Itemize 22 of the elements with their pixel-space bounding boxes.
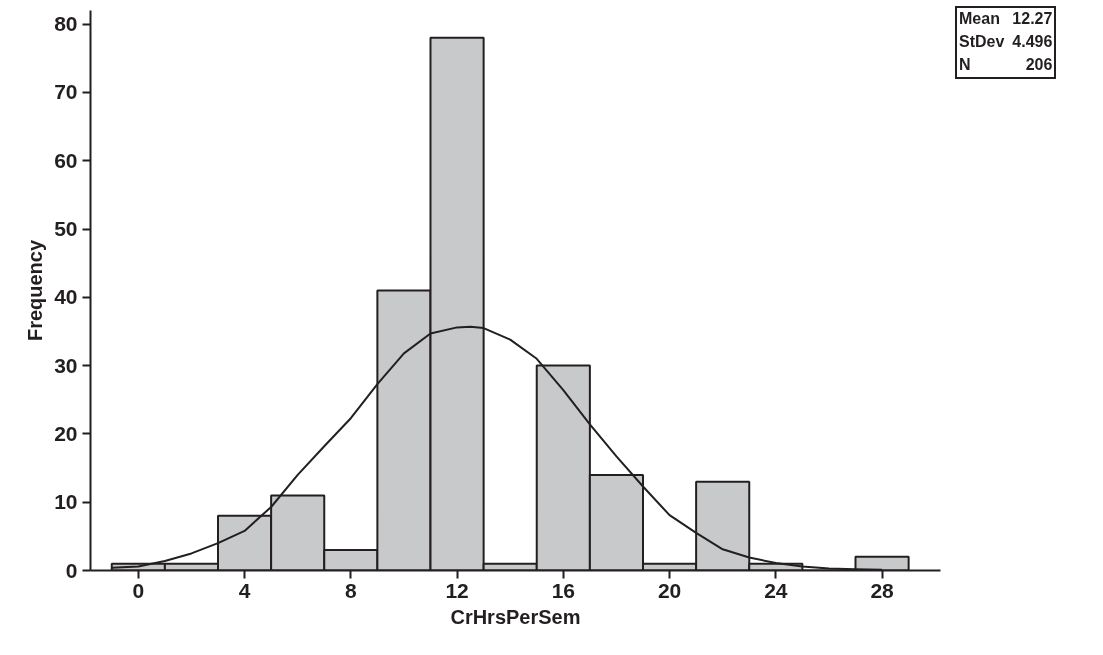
y-tick-label: 20 bbox=[54, 421, 78, 445]
text: N 206 bbox=[959, 55, 1053, 73]
y-tick-label: 10 bbox=[54, 490, 78, 514]
text: Mean 12.27 bbox=[958, 9, 1054, 29]
y-axis-title: Frequency bbox=[24, 239, 47, 342]
x-tick-label: 24 bbox=[764, 578, 788, 602]
y-tick-label: 0 bbox=[65, 558, 78, 582]
x-tick-label: 8 bbox=[344, 578, 357, 602]
y-tick-label: 30 bbox=[54, 353, 78, 377]
y-tick-label: 70 bbox=[54, 80, 78, 104]
x-tick-label: 28 bbox=[870, 578, 895, 602]
x-tick-label: 0 bbox=[132, 578, 145, 602]
y-tick-label: 80 bbox=[54, 12, 78, 36]
y-tick-label: 40 bbox=[54, 285, 78, 309]
y-tick-label: 60 bbox=[54, 148, 78, 172]
x-tick-label: 20 bbox=[657, 578, 682, 602]
x-axis-title: CrHrsPerSem bbox=[450, 605, 581, 628]
y-tick-label: 50 bbox=[54, 217, 78, 241]
x-tick-label: 4 bbox=[238, 578, 251, 602]
x-tick-label: 12 bbox=[445, 578, 469, 602]
x-tick-label: 16 bbox=[551, 578, 575, 602]
text: StDev 4.496 bbox=[958, 31, 1054, 52]
